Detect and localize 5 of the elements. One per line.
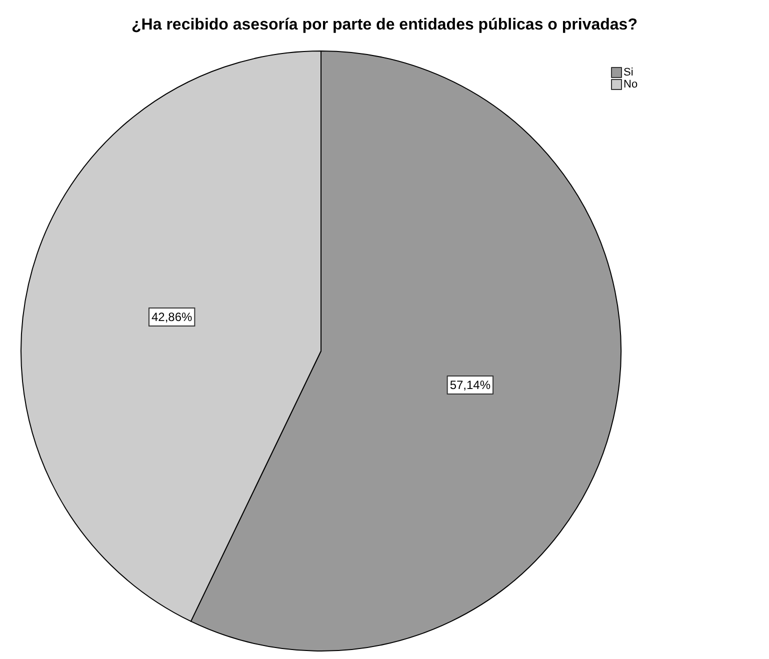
data-label: 42,86% xyxy=(151,310,193,324)
legend-label: No xyxy=(624,78,638,90)
chart-title: ¿Ha recibido asesoría por parte de entidades públicas o privadas? xyxy=(132,16,638,34)
data-label: 57,14% xyxy=(450,378,491,392)
legend-label: Si xyxy=(624,66,634,78)
